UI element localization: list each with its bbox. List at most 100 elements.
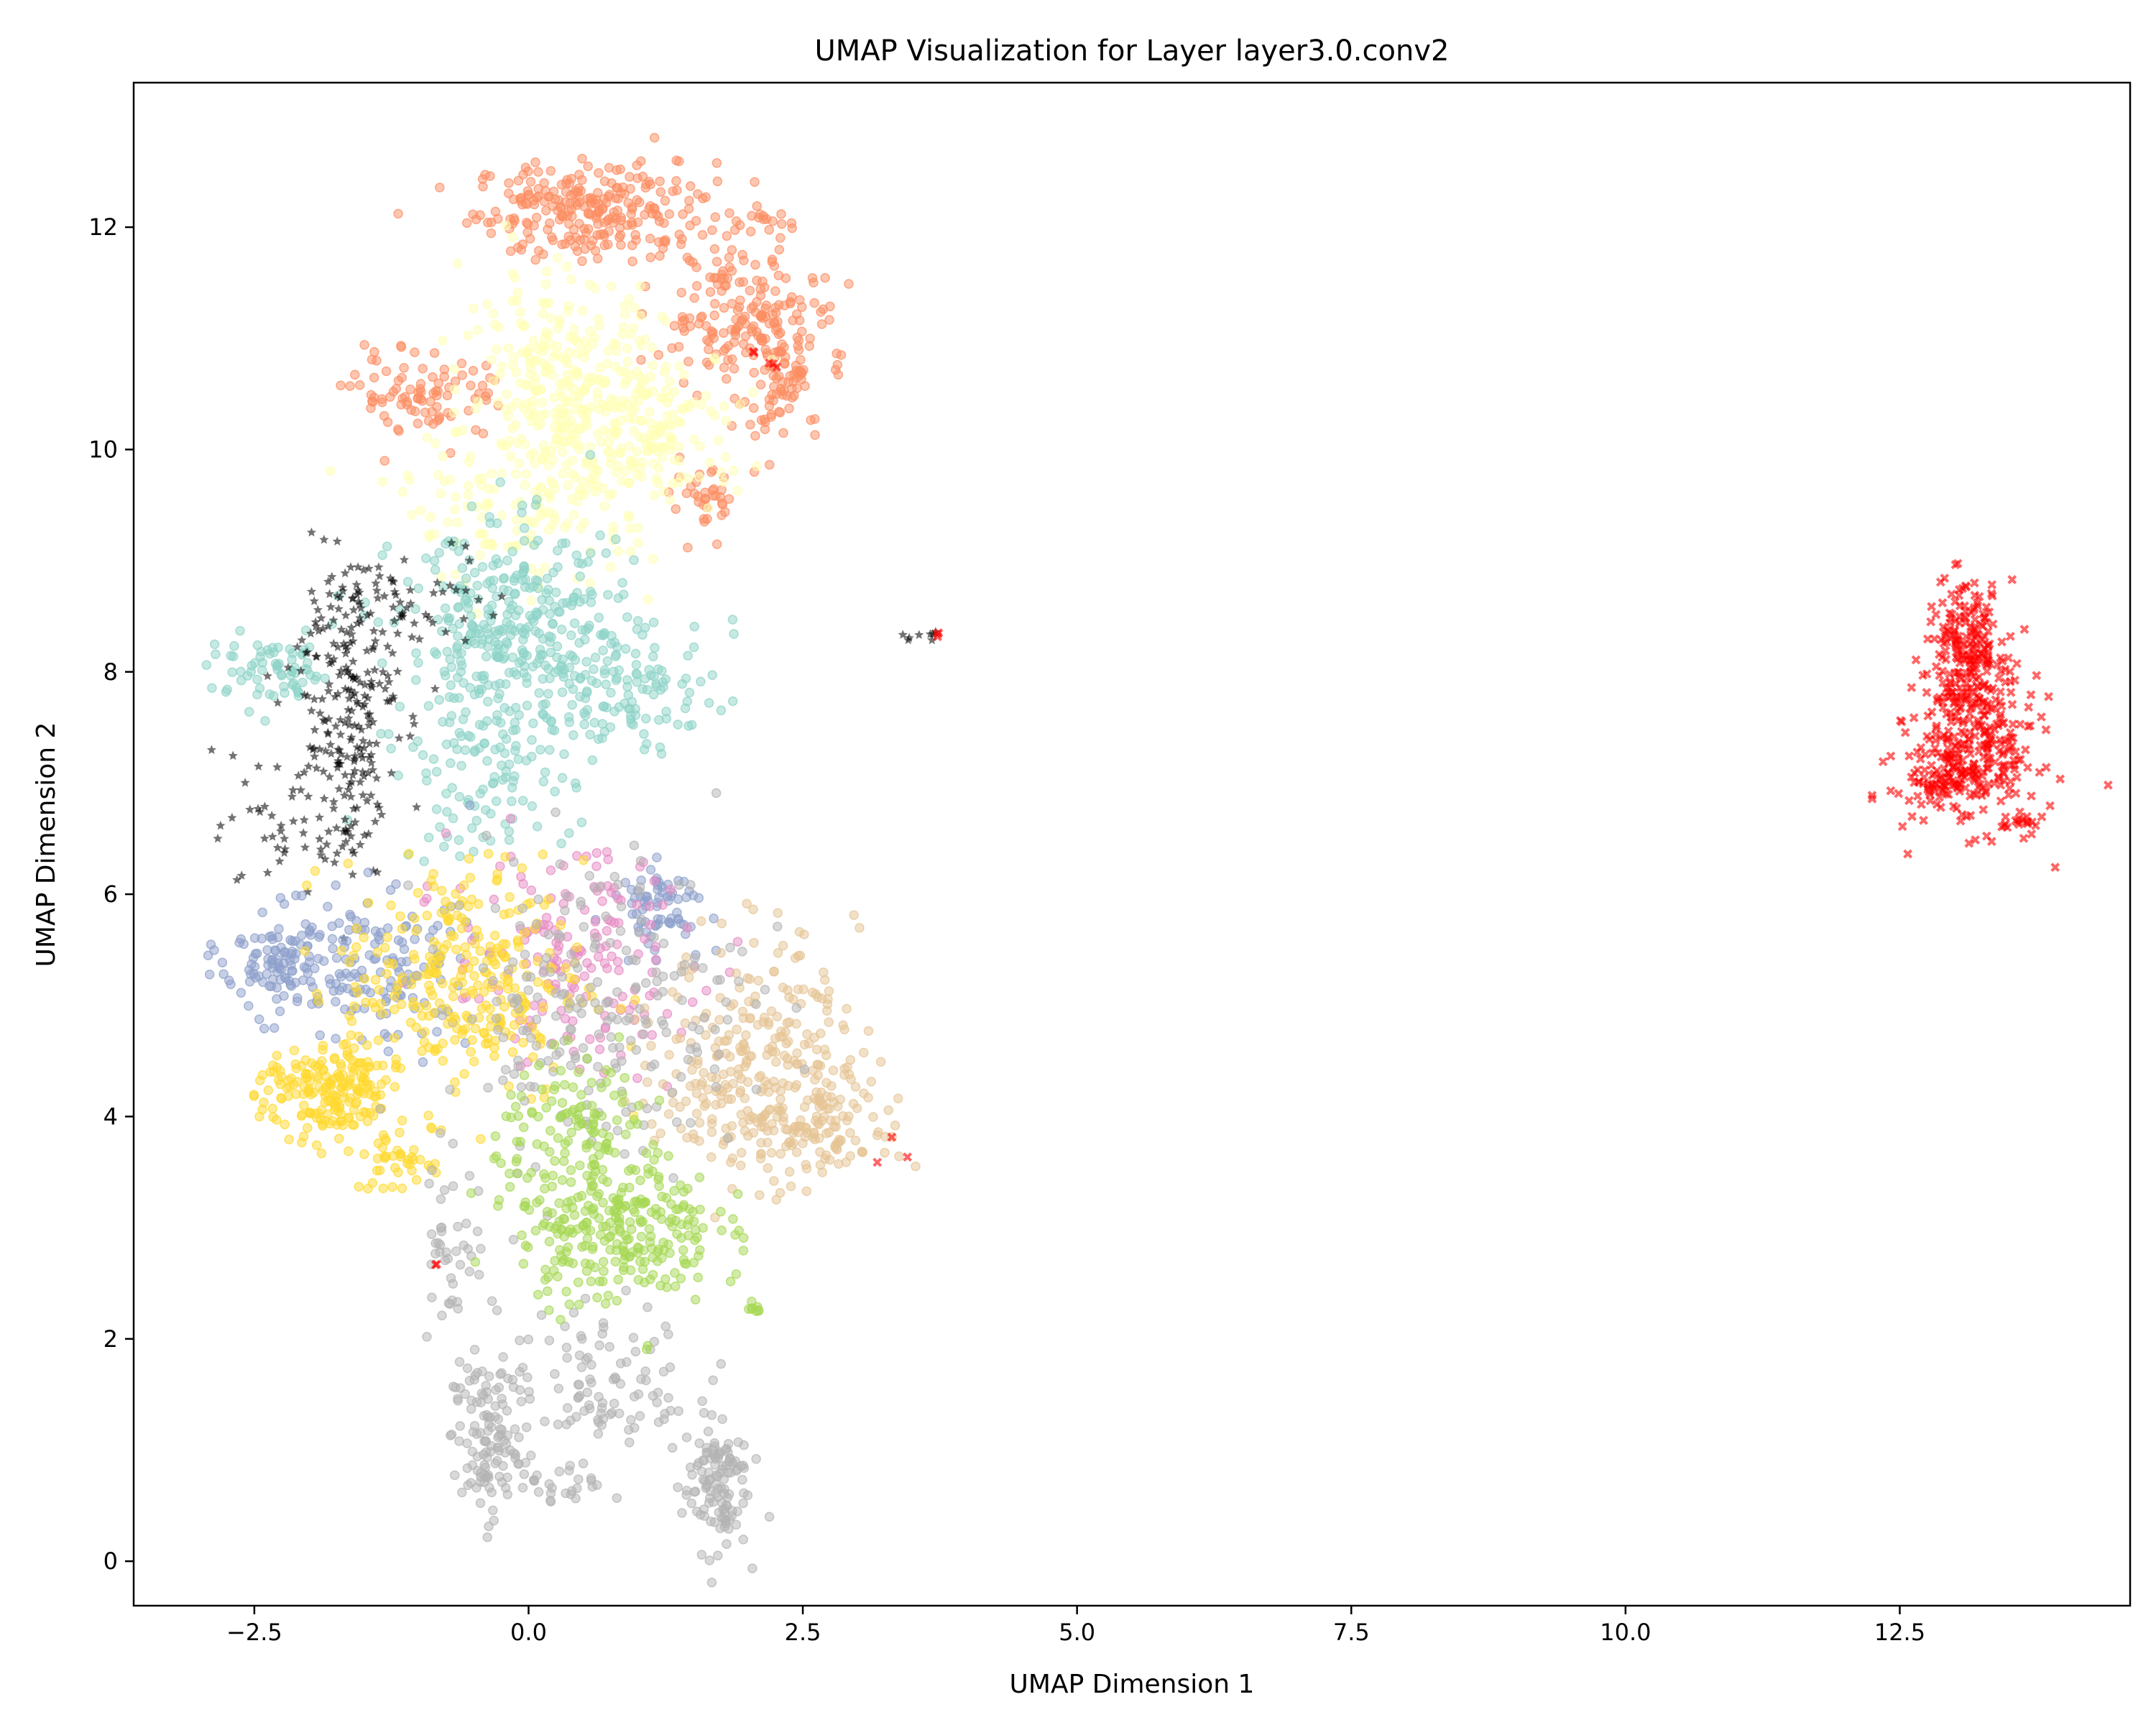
scatter-point <box>644 176 654 187</box>
scatter-point <box>411 675 421 685</box>
scatter-point <box>824 1017 834 1027</box>
scatter-point <box>575 571 586 581</box>
scatter-point <box>649 932 659 942</box>
scatter-point <box>711 158 722 168</box>
scatter-point <box>809 1032 819 1043</box>
scatter-point <box>648 1269 658 1280</box>
scatter-point <box>581 415 591 426</box>
scatter-point <box>699 1012 709 1023</box>
scatter-point <box>467 1035 477 1045</box>
scatter-point <box>464 1266 475 1276</box>
scatter-point <box>664 209 675 219</box>
scatter-point <box>658 682 668 692</box>
scatter-point <box>566 630 576 640</box>
scatter-point <box>377 658 387 668</box>
scatter-point <box>404 849 414 859</box>
scatter-point <box>519 561 529 572</box>
scatter-point <box>477 561 488 572</box>
scatter-point <box>625 1035 636 1046</box>
scatter-point <box>608 1193 619 1203</box>
scatter-point <box>550 587 561 597</box>
scatter-point <box>530 575 541 586</box>
scatter-point <box>576 1008 586 1018</box>
scatter-point <box>626 1414 636 1425</box>
scatter-point <box>748 387 758 397</box>
scatter-point <box>359 1064 369 1075</box>
scatter-point <box>414 1003 424 1013</box>
scatter-point <box>541 361 552 372</box>
scatter-point <box>628 1333 639 1343</box>
scatter-point <box>739 255 749 266</box>
scatter-point <box>539 960 549 970</box>
scatter-point <box>728 465 739 476</box>
scatter-point <box>637 914 647 924</box>
scatter-point <box>598 1256 609 1267</box>
scatter-point <box>632 523 643 533</box>
scatter-point <box>359 1149 369 1159</box>
scatter-point <box>395 1127 405 1138</box>
scatter-point <box>571 550 582 561</box>
scatter-point <box>594 1029 604 1039</box>
scatter-point <box>653 1417 664 1427</box>
scatter-point <box>482 579 492 589</box>
scatter-point <box>566 494 577 505</box>
scatter-point <box>709 244 720 254</box>
scatter-point <box>587 1205 597 1215</box>
scatter-point <box>475 946 486 956</box>
scatter-point <box>832 1144 842 1155</box>
scatter-point <box>545 637 556 647</box>
scatter-point <box>466 611 476 621</box>
scatter-point <box>290 1059 300 1070</box>
scatter-point <box>500 852 510 862</box>
scatter-point <box>530 157 540 167</box>
scatter-point <box>442 390 453 400</box>
scatter-point <box>759 1013 770 1023</box>
scatter-point <box>451 944 461 954</box>
scatter-point <box>543 1286 553 1297</box>
scatter-point <box>586 676 597 686</box>
scatter-point <box>403 880 413 891</box>
scatter-point <box>737 1006 748 1017</box>
scatter-point <box>566 949 576 960</box>
scatter-point <box>562 891 572 901</box>
scatter-point <box>785 1136 796 1146</box>
scatter-point <box>650 954 661 965</box>
scatter-point <box>438 451 448 461</box>
scatter-point <box>792 1048 802 1059</box>
scatter-point <box>569 618 580 628</box>
scatter-point <box>527 1107 537 1117</box>
scatter-point <box>590 653 601 663</box>
scatter-point <box>688 1129 699 1139</box>
scatter-point <box>334 1133 344 1144</box>
scatter-point <box>461 218 472 228</box>
scatter-point <box>683 1054 694 1064</box>
scatter-point <box>248 952 259 963</box>
scatter-point <box>515 318 526 328</box>
scatter-point <box>518 1122 529 1133</box>
scatter-point <box>466 1046 476 1057</box>
scatter-point <box>681 1432 692 1443</box>
scatter-point <box>430 438 441 448</box>
scatter-point <box>422 893 432 903</box>
scatter-point <box>647 1030 658 1040</box>
scatter-point <box>532 822 543 832</box>
scatter-point <box>713 1550 723 1561</box>
scatter-point <box>336 1082 346 1093</box>
scatter-point <box>499 1001 510 1012</box>
scatter-point <box>824 1154 835 1165</box>
scatter-point <box>516 871 526 882</box>
scatter-point <box>611 675 622 686</box>
scatter-point <box>461 594 472 604</box>
scatter-point <box>705 272 715 282</box>
scatter-point <box>802 1128 812 1138</box>
scatter-point <box>491 554 502 564</box>
scatter-point <box>538 1220 548 1230</box>
scatter-point <box>344 1052 354 1062</box>
scatter-point <box>470 745 480 755</box>
scatter-point <box>565 1460 575 1471</box>
scatter-point <box>625 523 635 534</box>
scatter-point <box>580 1259 591 1269</box>
scatter-point <box>663 1392 673 1403</box>
scatter-point <box>581 1225 591 1236</box>
scatter-point <box>236 988 247 998</box>
